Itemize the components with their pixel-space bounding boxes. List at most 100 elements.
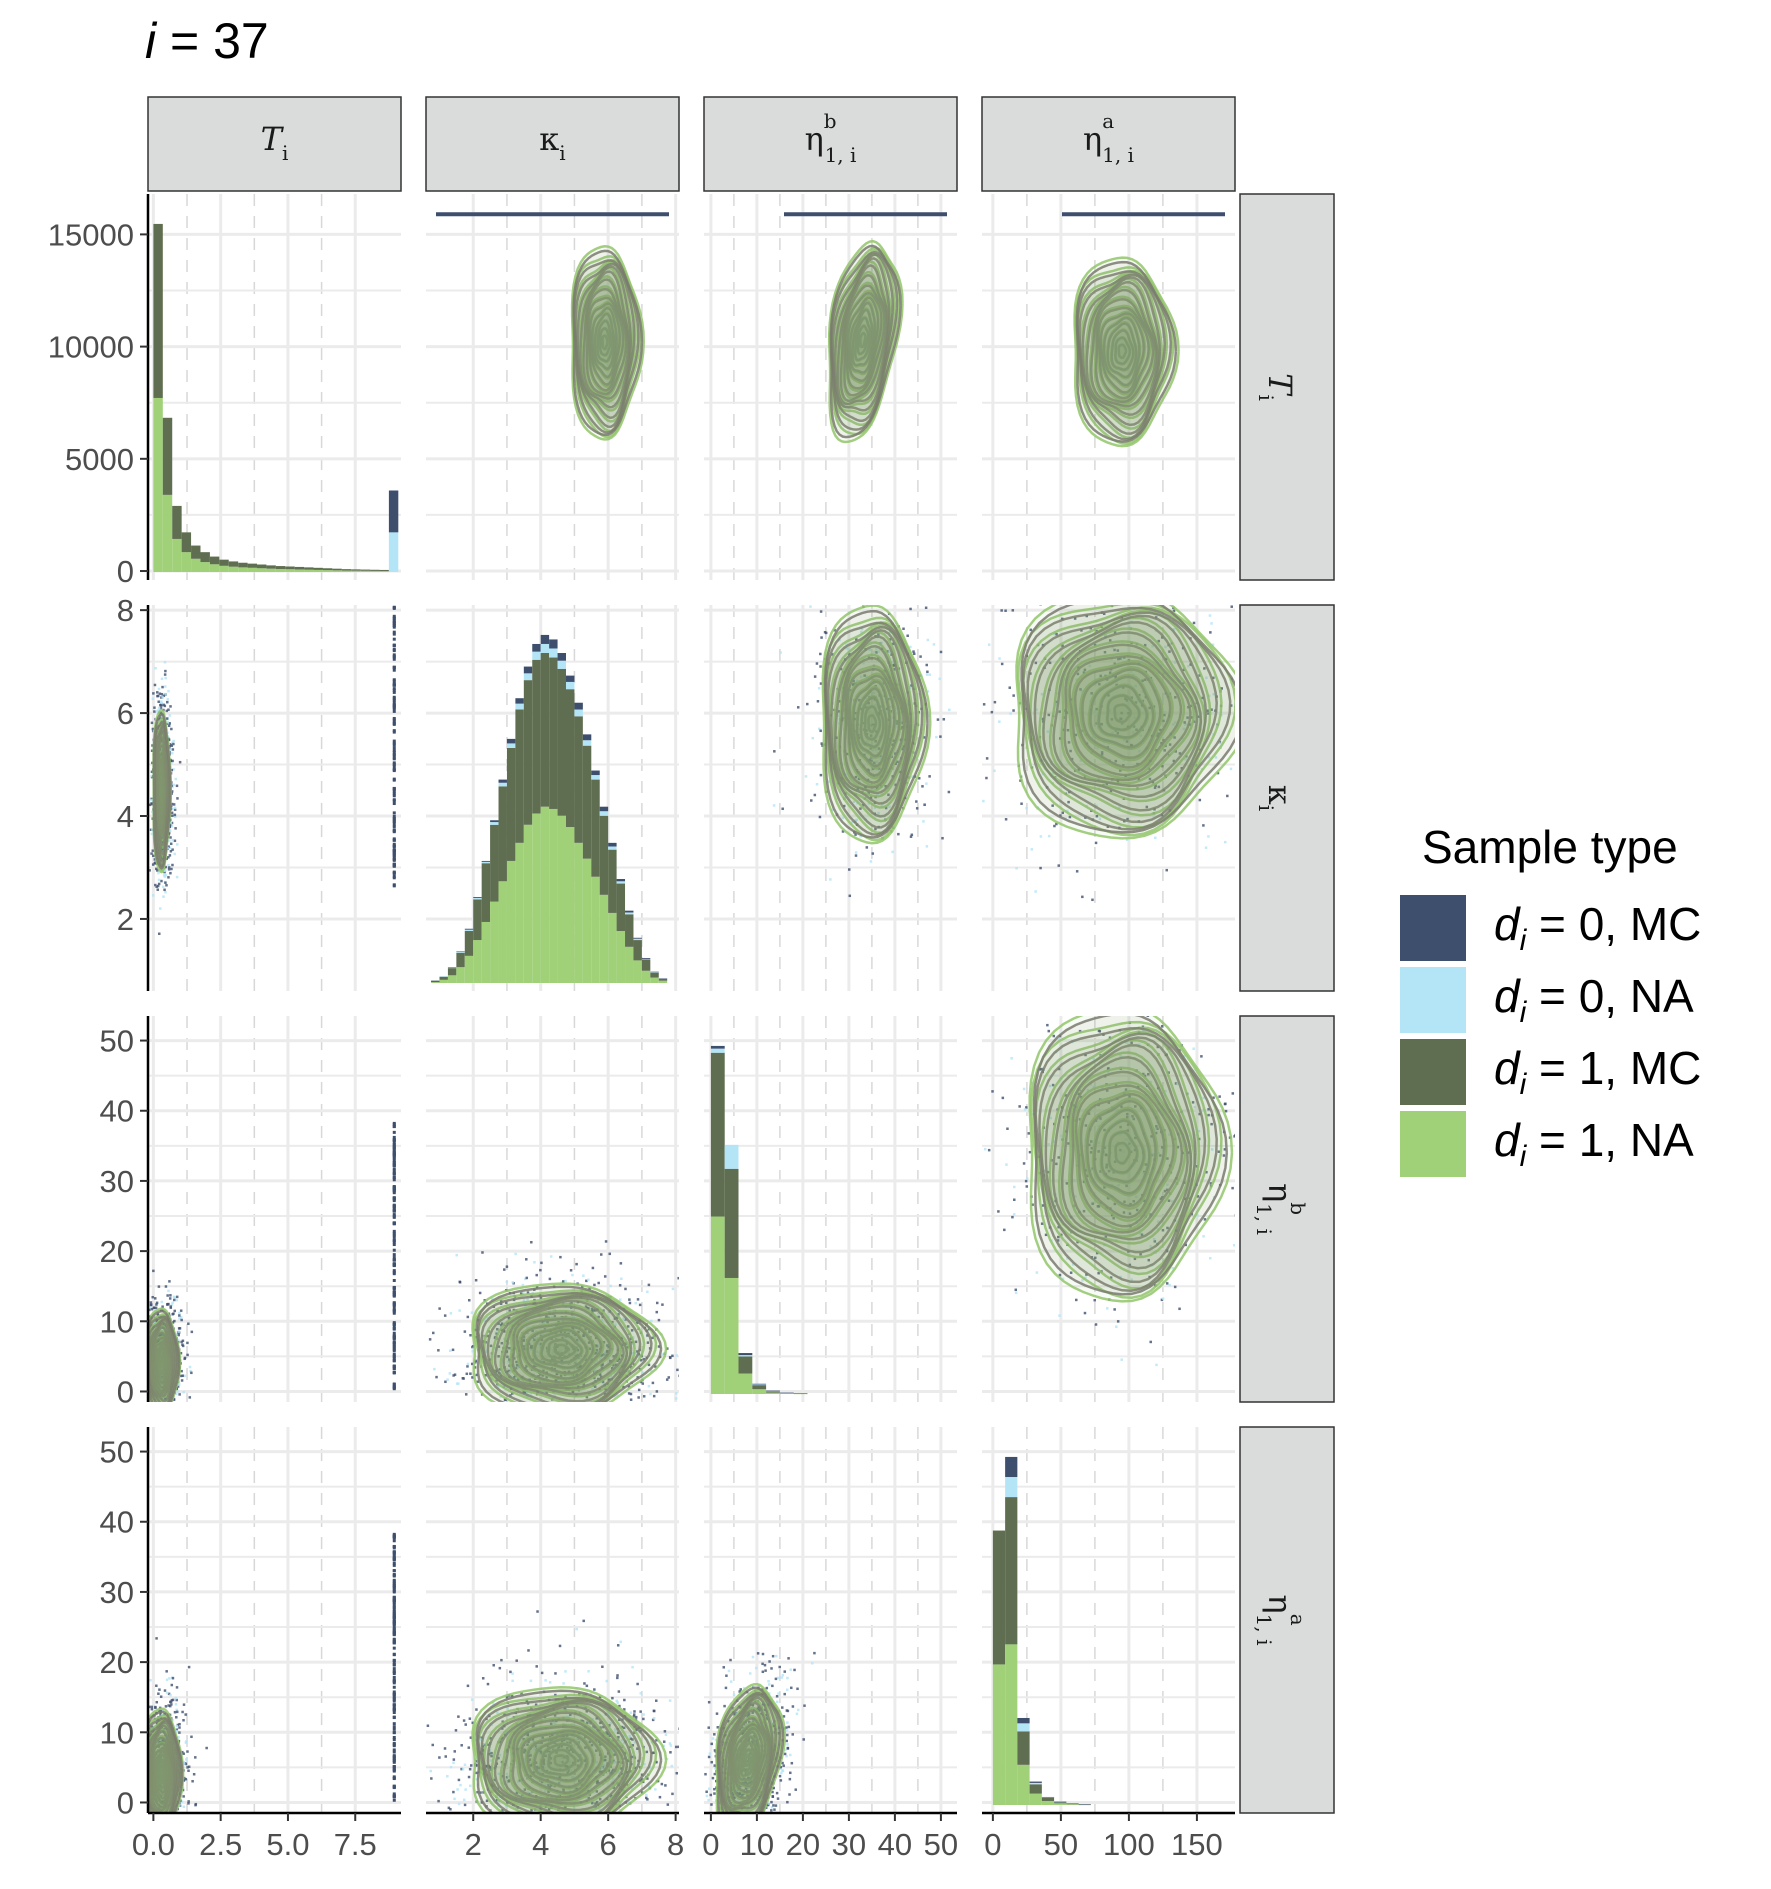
censored-point	[393, 576, 396, 579]
scatter-point	[894, 594, 897, 597]
scatter-point	[555, 1372, 559, 1376]
scatter-point	[169, 850, 173, 853]
censored-point	[392, 1354, 396, 1358]
censored-point	[392, 1199, 396, 1203]
scatter-point	[163, 875, 167, 878]
scatter-point	[177, 1383, 181, 1386]
scatter-point	[506, 1355, 509, 1359]
scatter-point	[1093, 643, 1097, 647]
density-contour-mc	[856, 324, 870, 355]
scatter-point	[572, 1347, 575, 1350]
scatter-point	[626, 1325, 630, 1328]
scatter-point	[1172, 609, 1176, 613]
scatter-point	[607, 1345, 610, 1349]
scatter-point	[163, 660, 167, 664]
scatter-point	[553, 1362, 557, 1365]
scatter-point	[874, 827, 877, 831]
y-tick-label: 40	[100, 1094, 134, 1129]
censored-point	[392, 1161, 396, 1165]
histogram-bar-d0-na	[540, 643, 550, 654]
scatter-point	[871, 852, 875, 855]
scatter-point	[169, 748, 172, 751]
scatter-point	[508, 1371, 512, 1374]
scatter-point	[484, 1373, 487, 1377]
scatter-point	[875, 786, 879, 790]
scatter-point	[855, 638, 858, 641]
censored-point	[392, 653, 396, 657]
density-contour-mc	[836, 264, 889, 406]
scatter-point	[646, 1334, 649, 1337]
scatter-point	[624, 1342, 628, 1345]
scatter-point	[166, 1294, 169, 1297]
scatter-point	[1066, 809, 1069, 813]
histogram-bar-d1-na	[238, 567, 248, 572]
scatter-point	[893, 597, 896, 600]
scatter-point	[176, 1390, 180, 1393]
censored-point	[392, 851, 396, 855]
censored-point	[393, 581, 396, 584]
scatter-point	[819, 652, 822, 656]
scatter-point	[1208, 614, 1212, 617]
scatter-point	[582, 1383, 586, 1386]
scatter-point	[892, 663, 896, 667]
column-strip-label: ηb 1, i	[805, 109, 857, 167]
scatter-point	[1067, 741, 1071, 744]
histogram-bar-d0-mc	[523, 666, 533, 674]
scatter-point	[170, 802, 174, 806]
scatter-point	[151, 863, 155, 866]
scatter-point	[1175, 771, 1178, 775]
censored-point	[392, 1238, 396, 1242]
censored-point	[392, 756, 396, 760]
scatter-point	[181, 1343, 184, 1346]
histogram-bar-d0-na	[481, 861, 491, 864]
scatter-point	[576, 1366, 579, 1369]
scatter-point	[841, 716, 845, 720]
histogram-bar-d1-na	[498, 881, 507, 983]
scatter-point	[167, 863, 170, 867]
scatter-point	[1079, 688, 1082, 691]
scatter-point	[156, 869, 159, 872]
scatter-point	[1020, 802, 1023, 805]
scatter-point	[482, 1337, 486, 1340]
scatter-point	[437, 1349, 440, 1352]
scatter-point	[470, 1311, 474, 1314]
censored-point	[392, 619, 396, 623]
scatter-point	[508, 1346, 511, 1350]
scatter-point	[588, 1330, 591, 1334]
scatter-point	[1174, 696, 1177, 699]
scatter-point	[618, 1284, 622, 1287]
scatter-point	[836, 714, 840, 718]
scatter-point	[1111, 645, 1114, 649]
scatter-point	[177, 1330, 180, 1333]
scatter-point	[190, 1330, 194, 1334]
scatter-point	[153, 710, 156, 713]
scatter-point	[171, 1321, 175, 1324]
scatter-point	[164, 669, 167, 673]
scatter-point	[483, 1319, 487, 1322]
censored-point	[392, 743, 396, 747]
density-contour-mc	[1068, 655, 1183, 777]
y-tick-label: 0	[117, 554, 134, 589]
scatter-point	[620, 1277, 623, 1281]
censored-point	[393, 589, 396, 592]
censored-point	[392, 741, 396, 745]
scatter-point	[892, 696, 895, 699]
density-contour-mc	[576, 265, 633, 420]
scatter-point	[1125, 740, 1129, 743]
histogram-bar-d1-mc	[238, 562, 248, 568]
scatter-point	[605, 1350, 609, 1354]
censored-point	[392, 649, 396, 653]
scatter-point	[876, 768, 879, 771]
scatter-point	[675, 1354, 679, 1357]
scatter-point	[499, 1323, 503, 1327]
scatter-point	[911, 775, 914, 778]
scatter-point	[180, 1340, 183, 1344]
scatter-point	[871, 691, 874, 695]
histogram-bar-d0-na	[439, 976, 448, 977]
censored-point	[392, 621, 396, 625]
censored-point	[392, 637, 396, 641]
scatter-point	[1076, 672, 1080, 676]
scatter-point	[533, 1338, 536, 1342]
scatter-point	[871, 725, 874, 728]
scatter-point	[571, 1273, 574, 1277]
